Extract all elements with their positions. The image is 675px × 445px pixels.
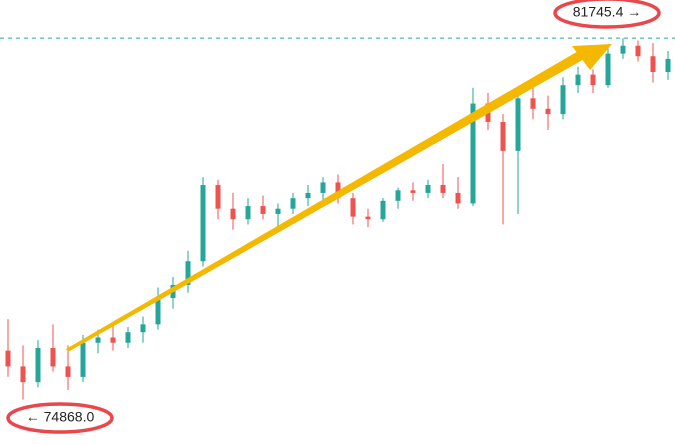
candle-body xyxy=(665,58,671,73)
trend-arrow-head xyxy=(572,44,612,70)
candle-body xyxy=(230,208,236,220)
candle-body xyxy=(20,366,26,383)
candle-body xyxy=(65,366,71,377)
candle-body xyxy=(200,185,206,262)
candle-body xyxy=(620,45,626,54)
candle-body xyxy=(245,206,251,220)
candle-body xyxy=(545,108,551,115)
candle-body xyxy=(635,45,641,57)
trend-arrow xyxy=(66,44,612,352)
candle-body xyxy=(650,56,656,73)
candle-body xyxy=(335,182,341,199)
candle-body xyxy=(140,324,146,333)
candle-body xyxy=(275,208,281,214)
candle-body xyxy=(380,200,386,220)
candle-body xyxy=(95,337,101,343)
candle-body xyxy=(80,342,86,377)
candle-body xyxy=(5,350,11,367)
candle-body xyxy=(410,190,416,193)
candle-body xyxy=(110,337,116,343)
candle-body xyxy=(215,185,221,209)
candle-body xyxy=(605,53,611,86)
candle-body xyxy=(455,192,461,204)
candle-body xyxy=(290,198,296,209)
candle-body xyxy=(125,332,131,343)
candle-body xyxy=(530,98,536,109)
candle-body xyxy=(260,206,266,214)
annotations: 81745.4 → ← 74868.0 xyxy=(0,0,675,434)
price-annotation: ← 74868.0 xyxy=(26,409,95,425)
candle-body xyxy=(575,74,581,86)
candle-body xyxy=(515,98,521,151)
candle-body xyxy=(155,298,161,325)
candle-body xyxy=(470,103,476,204)
candle-body xyxy=(350,198,356,217)
candles xyxy=(5,38,671,400)
candle-body xyxy=(305,192,311,199)
candle-body xyxy=(395,190,401,201)
candle-body xyxy=(590,74,596,86)
price-annotation: 81745.4 → xyxy=(573,4,642,20)
candle-body xyxy=(560,85,566,115)
candle-body xyxy=(440,185,446,193)
candle-body xyxy=(185,261,191,285)
highlight-ring xyxy=(553,0,661,29)
candle-body xyxy=(50,348,56,367)
candle-body xyxy=(425,185,431,193)
highlight-ring xyxy=(6,402,114,434)
candle-body xyxy=(35,348,41,383)
candle-body xyxy=(500,121,506,151)
candle-body xyxy=(365,216,371,220)
candle-body xyxy=(320,182,326,193)
trend-arrow-shaft xyxy=(66,50,586,352)
